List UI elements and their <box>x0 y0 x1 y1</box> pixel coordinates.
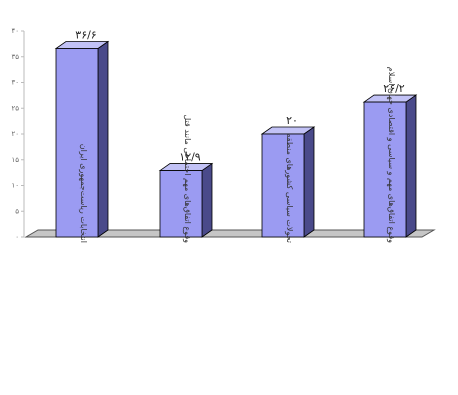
category-label: وقوع اتفاق‌های مهم و سیاسی و اقتصادی جها… <box>387 67 396 243</box>
bar-side-face <box>405 94 417 238</box>
bar <box>362 94 418 238</box>
value-labels: ۳۶/۶ ۱۲/۹ ۲۰ ۲۶/۲ <box>75 29 405 164</box>
bar-front-face <box>261 133 305 238</box>
y-tick-label: ۱۵ <box>11 156 19 164</box>
y-axis: ۰ ۵ ۱۰ ۱۵ ۲۰ ۲۵ ۳۰ ۳۵ ۴۰ <box>11 27 25 241</box>
bar-value-label: ۲۶/۲ <box>383 82 405 95</box>
category-labels: انتخابات ریاست‌جمهوری ایران وقوع اتفاق‌ها… <box>79 67 396 243</box>
bar <box>54 40 110 238</box>
category-label: وقوع اتفاق‌های مهم اجتماعی مانند قتل <box>183 114 192 243</box>
y-tick-label: ۳۰ <box>11 79 19 87</box>
category-label: انتخابات ریاست‌جمهوری ایران <box>79 144 88 243</box>
y-tick-label: ۵ <box>15 207 19 215</box>
bars <box>54 40 418 238</box>
bar-front-face <box>55 48 99 238</box>
y-tick-label: ۴۰ <box>11 27 19 35</box>
bar <box>260 126 316 238</box>
y-tick-label: ۲۵ <box>11 104 19 112</box>
y-tick-label: ۱۰ <box>11 182 19 190</box>
bar-value-label: ۳۶/۶ <box>75 29 96 42</box>
bar-value-label: ۱۲/۹ <box>179 151 201 164</box>
bar-value-label: ۲۰ <box>286 114 298 127</box>
bar <box>158 162 214 238</box>
bar-front-face <box>159 170 203 238</box>
bar-front-face <box>363 101 407 238</box>
bar-side-face <box>303 126 315 238</box>
y-tick-label: ۲۰ <box>11 130 19 138</box>
y-tick-label: ۰ <box>15 233 19 241</box>
y-tick-label: ۳۵ <box>11 53 19 61</box>
category-label: تحولات سیاسی کشورهای منطقه <box>285 133 294 243</box>
bar-side-face <box>201 162 213 238</box>
bar-side-face <box>97 40 109 238</box>
